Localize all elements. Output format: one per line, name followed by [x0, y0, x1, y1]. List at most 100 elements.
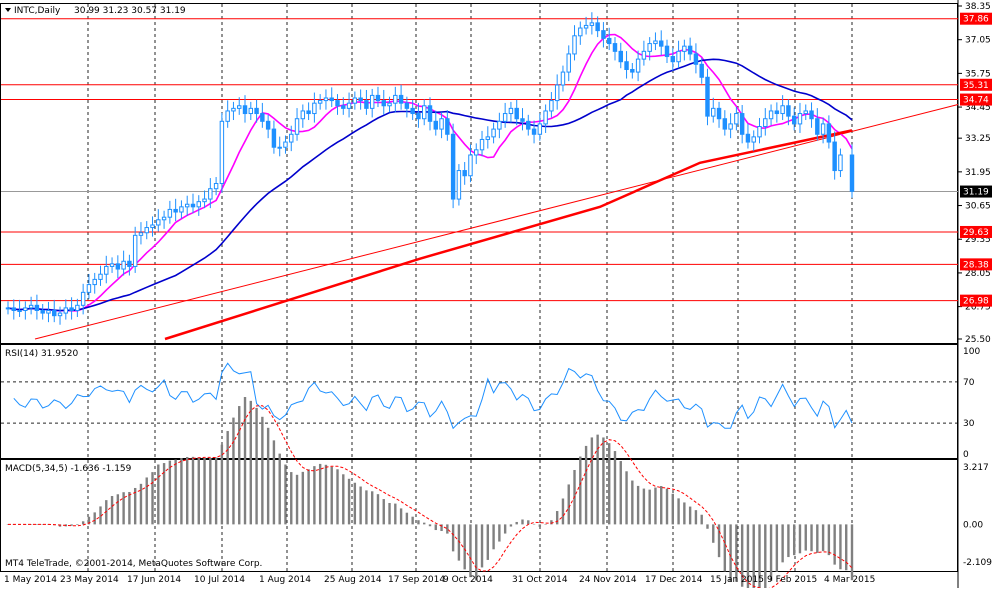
macd-histogram-bar	[209, 457, 212, 525]
macd-histogram-bar	[203, 458, 206, 525]
macd-histogram-bar	[243, 397, 247, 525]
macd-histogram-bar	[290, 472, 293, 525]
level-tag-label: 26.98	[963, 297, 989, 307]
candle-body	[40, 309, 45, 314]
rsi-tick-label: 100	[963, 347, 980, 357]
macd-histogram-bar	[411, 516, 414, 525]
candle-body	[294, 118, 300, 135]
candle-body	[624, 61, 629, 70]
candle-body	[144, 227, 149, 234]
candle-body	[132, 234, 138, 267]
candle-body	[537, 123, 543, 135]
macd-tick-label: 3.217	[963, 463, 989, 473]
ma-mid-line	[7, 58, 853, 312]
candle-body	[687, 45, 693, 55]
macd-histogram-bar	[133, 487, 137, 525]
macd-histogram-bar	[625, 471, 628, 525]
candle-body	[502, 113, 508, 122]
date-axis: 1 May 2014 23 May 2014 17 Jun 2014 10 Jul 2…	[4, 575, 875, 585]
candle-body	[653, 40, 658, 45]
macd-label: MACD(5,34,5) -1.636 -1.159	[5, 464, 132, 474]
candle-body	[173, 208, 178, 213]
candle-body	[138, 232, 144, 236]
macd-histogram-bar	[555, 511, 559, 525]
macd-histogram-bar	[654, 487, 657, 525]
macd-histogram-bar	[677, 498, 680, 525]
macd-histogram-bar	[232, 417, 235, 525]
candle-body	[393, 94, 398, 104]
candle-body	[508, 107, 514, 115]
candle-body	[213, 183, 219, 190]
rsi-tick-label: 30	[963, 419, 975, 429]
moving-averages	[7, 33, 853, 341]
candle-body	[693, 53, 699, 65]
candle-body	[670, 56, 676, 63]
macd-histogram-bar	[307, 469, 310, 525]
candle-body	[196, 201, 201, 208]
candle-body	[289, 133, 294, 143]
macd-histogram-bar	[93, 512, 96, 525]
candle-body	[774, 110, 780, 115]
candle-body	[491, 128, 496, 138]
macd-histogram-bar	[688, 506, 692, 525]
candle-body	[450, 133, 456, 200]
candle-body	[705, 76, 710, 117]
macd-histogram-bar	[116, 494, 120, 525]
rsi-panel: 100 70 30 0	[1, 347, 980, 460]
candle-body	[838, 154, 843, 172]
candle-body	[80, 291, 86, 306]
candle-body	[86, 284, 92, 293]
level-tag-label: 29.63	[963, 228, 989, 238]
macd-histogram-bar	[324, 464, 328, 525]
macd-histogram-bar	[145, 477, 148, 525]
dropdown-triangle-icon[interactable]	[5, 8, 11, 12]
macd-histogram-bar	[740, 524, 744, 587]
level-tag-label: 35.31	[963, 81, 989, 91]
candle-body	[560, 71, 566, 86]
macd-histogram-bar	[660, 486, 663, 525]
candle-body	[427, 105, 433, 122]
macd-histogram-bar	[706, 524, 709, 529]
macd-histogram-bar	[249, 400, 252, 525]
level-tag-label: 34.74	[963, 96, 989, 106]
candle-body	[358, 97, 363, 102]
candle-body	[583, 24, 589, 29]
macd-histogram-bar	[186, 456, 189, 525]
macd-histogram-bar	[255, 407, 258, 525]
candle-body	[751, 136, 756, 143]
macd-histogram-bar	[561, 498, 565, 525]
candle-body	[421, 105, 427, 120]
macd-histogram-bar	[492, 524, 495, 550]
candle-body	[739, 113, 745, 135]
candle-body	[641, 50, 647, 60]
date-label: 23 May 2014	[60, 575, 119, 585]
macd-histogram-bar	[781, 524, 784, 563]
candle-body	[248, 107, 254, 115]
price-tick-label: 31.95	[965, 168, 991, 178]
level-tag	[960, 12, 992, 25]
macd-histogram-bar	[758, 524, 761, 590]
macd-histogram-bar	[197, 457, 200, 525]
macd-histogram-bar	[70, 524, 73, 526]
macd-histogram-bar	[648, 489, 651, 525]
macd-histogram-bar	[41, 524, 44, 525]
candle-body	[745, 133, 751, 143]
macd-histogram-bar	[342, 474, 345, 525]
price-tick-label: 26.75	[965, 303, 991, 313]
current-price-tag-label: 31.19	[963, 188, 989, 198]
macd-histogram-bar	[752, 524, 755, 591]
macd-histogram-bar	[428, 524, 432, 527]
macd-histogram-bar	[359, 486, 362, 525]
macd-histogram-bar	[284, 464, 287, 525]
date-label: 17 Sep 2014	[388, 575, 445, 585]
macd-histogram-bar	[376, 494, 380, 525]
date-label: 31 Oct 2014	[512, 575, 568, 585]
candle-body	[150, 224, 155, 229]
macd-histogram-bar	[266, 427, 270, 525]
candle-body	[375, 94, 381, 102]
macd-histogram-bar	[261, 416, 264, 525]
date-label: 4 Mar 2015	[824, 575, 875, 585]
date-label: 10 Jul 2014	[194, 575, 245, 585]
candle-body	[445, 118, 450, 135]
macd-histogram-bar	[446, 524, 449, 534]
